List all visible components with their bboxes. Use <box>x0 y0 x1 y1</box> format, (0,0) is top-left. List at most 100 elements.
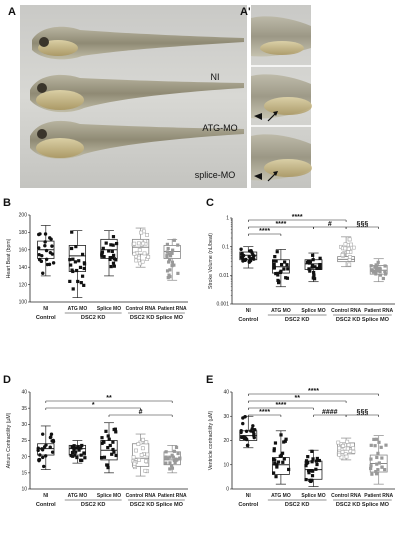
data-point <box>107 437 111 441</box>
data-point <box>345 439 350 444</box>
x-tick-label: ATG MO <box>271 493 291 499</box>
data-point <box>110 452 114 456</box>
data-point <box>239 247 243 251</box>
y-axis-label: Atrium Contractility (µM) <box>6 412 12 468</box>
label-atg-mo: ATG-MO <box>202 123 237 133</box>
data-point <box>284 437 288 441</box>
significance-bracket: # <box>313 221 347 229</box>
data-point <box>74 450 78 454</box>
data-point <box>273 441 278 445</box>
group-label-dsc2-kd-splice-mo: DSC2 KD Splice MO <box>336 502 390 508</box>
significance-bracket: §§§ <box>345 409 380 417</box>
data-point <box>346 250 350 255</box>
group-label-control: Control <box>238 502 258 508</box>
y-tick-label: 1 <box>226 216 229 222</box>
data-point <box>272 449 276 453</box>
data-point <box>369 443 373 447</box>
data-point <box>251 252 255 257</box>
data-point <box>318 266 322 270</box>
data-point <box>309 478 314 482</box>
data-point <box>170 251 174 255</box>
data-point <box>114 430 118 434</box>
data-point <box>383 467 387 472</box>
x-tick-label: Patient RNA <box>364 493 393 499</box>
data-point <box>141 241 146 246</box>
data-point <box>139 453 144 457</box>
x-tick-label: Control RNA <box>126 493 156 499</box>
group-label-dsc2-kd: DSC2 KD <box>285 502 310 508</box>
data-point <box>275 271 280 276</box>
significance-label: * <box>92 402 95 409</box>
data-point <box>369 466 373 471</box>
data-point <box>69 453 73 458</box>
data-point <box>38 232 42 236</box>
data-point <box>143 468 148 473</box>
data-point <box>106 434 110 438</box>
data-point <box>282 440 286 444</box>
data-point <box>278 270 282 275</box>
data-point <box>318 262 322 267</box>
data-point <box>80 443 84 448</box>
significance-label: **** <box>308 388 319 395</box>
data-point <box>377 461 381 465</box>
significance-bracket: * <box>45 402 141 410</box>
data-point <box>375 462 379 466</box>
y-tick-label: 120 <box>19 282 28 288</box>
data-point <box>82 266 86 271</box>
x-tick-label: Control RNA <box>331 493 361 499</box>
data-point <box>104 241 108 245</box>
data-point <box>73 446 77 450</box>
data-point <box>311 253 315 257</box>
data-point <box>172 449 177 453</box>
y-tick-label: 180 <box>19 230 28 236</box>
data-point <box>317 458 321 463</box>
data-point <box>112 264 116 268</box>
box-1 <box>36 425 56 470</box>
significance-bracket: **** <box>248 402 314 410</box>
group-label-dsc2-kd-splice-mo: DSC2 KD Splice MO <box>130 315 184 321</box>
data-point <box>49 435 53 439</box>
data-point <box>170 264 174 268</box>
data-point <box>279 433 283 437</box>
data-point <box>346 443 351 447</box>
data-point <box>40 455 45 460</box>
data-point <box>164 455 168 459</box>
data-point <box>115 241 119 246</box>
data-point <box>167 260 171 264</box>
x-tick-label: Patient RNA <box>364 308 393 314</box>
significance-bracket: ** <box>45 395 173 403</box>
data-point <box>380 465 384 469</box>
data-point <box>374 272 378 276</box>
data-point <box>107 249 111 253</box>
data-point <box>344 454 349 459</box>
y-tick-label: 140 <box>19 265 28 271</box>
data-point <box>340 450 345 454</box>
data-point <box>373 265 377 269</box>
data-point <box>83 456 87 460</box>
data-point <box>304 459 309 463</box>
data-point <box>242 435 246 439</box>
data-point <box>249 248 253 253</box>
y-tick-label: 200 <box>19 213 28 219</box>
significance-label: # <box>139 409 143 416</box>
data-point <box>272 447 276 451</box>
data-point <box>275 250 279 254</box>
group-label-dsc2-kd: DSC2 KD <box>81 502 106 508</box>
data-point <box>40 253 44 258</box>
y-tick-label: 0.1 <box>222 244 229 250</box>
data-point <box>272 262 276 266</box>
panel-letter-e: E <box>206 374 213 386</box>
data-point <box>276 278 280 283</box>
data-point <box>243 415 247 419</box>
data-point <box>283 260 287 264</box>
box-3 <box>304 252 323 283</box>
data-point <box>111 440 115 444</box>
data-point <box>43 244 47 248</box>
data-point <box>112 450 116 454</box>
significance-label: ** <box>294 395 300 402</box>
data-point <box>164 450 168 454</box>
data-point <box>349 242 353 247</box>
data-point <box>304 477 308 482</box>
data-point <box>50 439 54 443</box>
